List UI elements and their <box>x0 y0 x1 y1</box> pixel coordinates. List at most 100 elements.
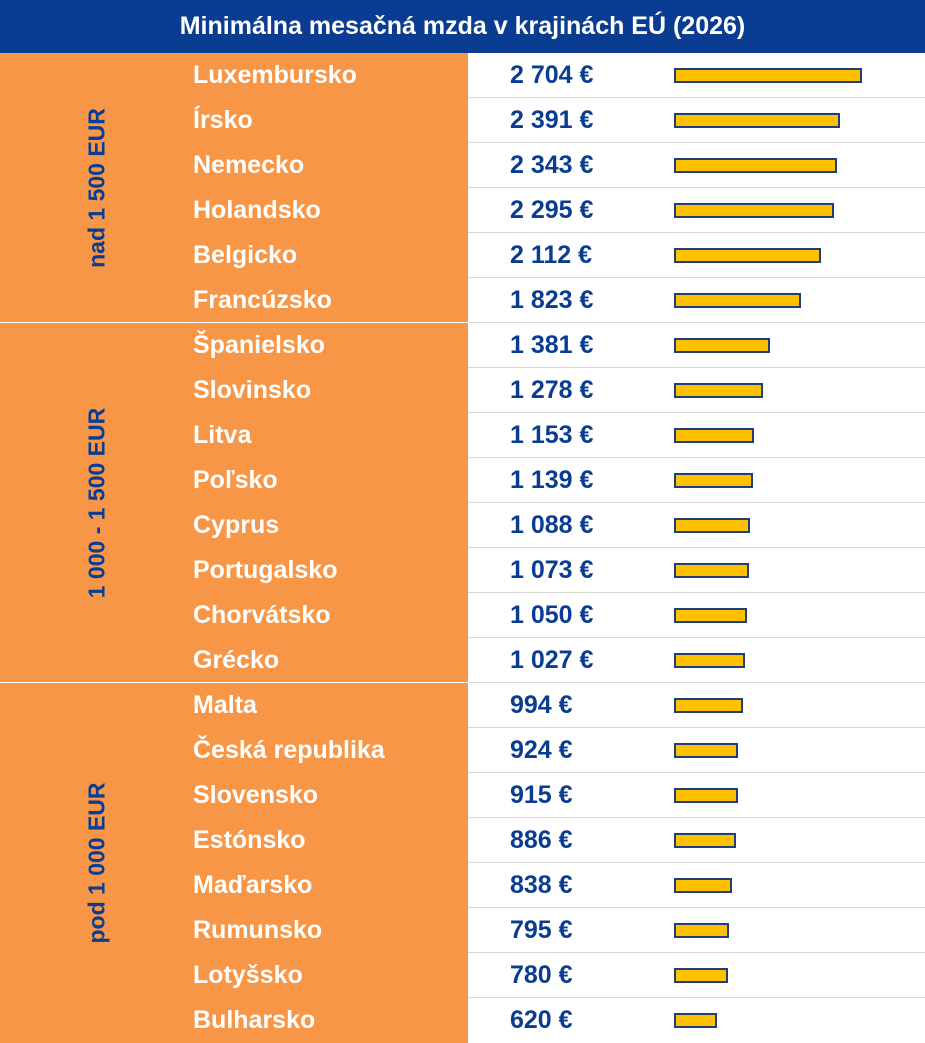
bar <box>674 428 754 443</box>
table-row: Holandsko 2 295 € <box>0 188 925 233</box>
value-label: 2 112 € <box>510 241 593 269</box>
value-label: 780 € <box>510 961 573 989</box>
table-row: Cyprus 1 088 € <box>0 503 925 548</box>
row-divider <box>468 817 925 818</box>
bar <box>674 743 738 758</box>
bar <box>674 923 729 938</box>
table-row: Francúzsko 1 823 € <box>0 278 925 323</box>
row-divider <box>468 547 925 548</box>
country-label: Poľsko <box>193 466 278 494</box>
table-row: Malta 994 € <box>0 683 925 728</box>
value-label: 838 € <box>510 871 573 899</box>
table-row: Bulharsko 620 € <box>0 998 925 1043</box>
row-divider <box>468 502 925 503</box>
country-label: Maďarsko <box>193 871 313 899</box>
country-label: Portugalsko <box>193 556 338 584</box>
bar <box>674 203 834 218</box>
row-divider <box>468 322 925 323</box>
bar <box>674 518 750 533</box>
bar <box>674 68 862 83</box>
country-label: Belgicko <box>193 241 298 269</box>
row-divider <box>468 682 925 683</box>
table-row: Lotyšsko 780 € <box>0 953 925 998</box>
value-label: 2 343 € <box>510 151 594 179</box>
value-label: 1 139 € <box>510 466 594 494</box>
chart-title: Minimálna mesačná mzda v krajinách EÚ (2… <box>179 12 746 40</box>
bar <box>674 1013 717 1028</box>
value-label: 924 € <box>510 736 573 764</box>
bar <box>674 833 736 848</box>
bar <box>674 968 728 983</box>
bar <box>674 338 770 353</box>
value-label: 1 278 € <box>510 376 594 404</box>
bar <box>674 383 763 398</box>
bar <box>674 113 840 128</box>
title-bar: Minimálna mesačná mzda v krajinách EÚ (2… <box>0 0 925 53</box>
bar <box>674 473 753 488</box>
country-label: Slovensko <box>193 781 319 809</box>
country-label: Írsko <box>193 106 253 134</box>
value-label: 1 153 € <box>510 421 594 449</box>
value-label: 2 391 € <box>510 106 594 134</box>
value-label: 1 088 € <box>510 511 594 539</box>
country-label: Chorvátsko <box>193 601 331 629</box>
value-label: 620 € <box>510 1006 573 1034</box>
table-row: Írsko 2 391 € <box>0 98 925 143</box>
table-row: Poľsko 1 139 € <box>0 458 925 503</box>
country-label: Litva <box>193 421 252 449</box>
table-row: Španielsko 1 381 € <box>0 323 925 368</box>
country-label: Rumunsko <box>193 916 323 944</box>
group-panel <box>0 683 468 1043</box>
country-label: Francúzsko <box>193 286 332 314</box>
row-divider <box>468 97 925 98</box>
country-label: Bulharsko <box>193 1006 316 1034</box>
country-label: Nemecko <box>193 151 305 179</box>
row-divider <box>468 232 925 233</box>
bar <box>674 698 743 713</box>
group-divider <box>0 682 468 683</box>
value-label: 886 € <box>510 826 573 854</box>
row-divider <box>468 727 925 728</box>
bar <box>674 608 747 623</box>
row-divider <box>468 142 925 143</box>
country-label: Lotyšsko <box>193 961 303 989</box>
bar <box>674 788 738 803</box>
country-label: Malta <box>193 691 257 719</box>
group-panel <box>0 323 468 683</box>
bar <box>674 563 749 578</box>
table-row: Slovinsko 1 278 € <box>0 368 925 413</box>
table-row: Grécko 1 027 € <box>0 638 925 683</box>
table-row: Belgicko 2 112 € <box>0 233 925 278</box>
value-label: 1 050 € <box>510 601 594 629</box>
country-label: Estónsko <box>193 826 306 854</box>
bar <box>674 878 732 893</box>
table-row: Portugalsko 1 073 € <box>0 548 925 593</box>
table-row: Maďarsko 838 € <box>0 863 925 908</box>
row-divider <box>468 457 925 458</box>
row-divider <box>468 277 925 278</box>
country-label: Luxembursko <box>193 61 357 89</box>
row-divider <box>468 772 925 773</box>
group-divider <box>0 322 468 323</box>
value-label: 1 823 € <box>510 286 594 314</box>
value-label: 2 295 € <box>510 196 594 224</box>
table-row: Česká republika 924 € <box>0 728 925 773</box>
bar <box>674 158 837 173</box>
value-label: 1 027 € <box>510 646 594 674</box>
table-row: Slovensko 915 € <box>0 773 925 818</box>
row-divider <box>468 412 925 413</box>
country-label: Slovinsko <box>193 376 312 404</box>
table-row: Luxembursko 2 704 € <box>0 53 925 98</box>
value-label: 915 € <box>510 781 573 809</box>
country-label: Cyprus <box>193 511 280 539</box>
table-row: Rumunsko 795 € <box>0 908 925 953</box>
table-row: Litva 1 153 € <box>0 413 925 458</box>
table-row: Chorvátsko 1 050 € <box>0 593 925 638</box>
row-divider <box>468 907 925 908</box>
row-divider <box>468 997 925 998</box>
table-row: Nemecko 2 343 € <box>0 143 925 188</box>
row-divider <box>468 187 925 188</box>
country-label: Holandsko <box>193 196 321 224</box>
value-label: 2 704 € <box>510 61 594 89</box>
bar <box>674 248 821 263</box>
